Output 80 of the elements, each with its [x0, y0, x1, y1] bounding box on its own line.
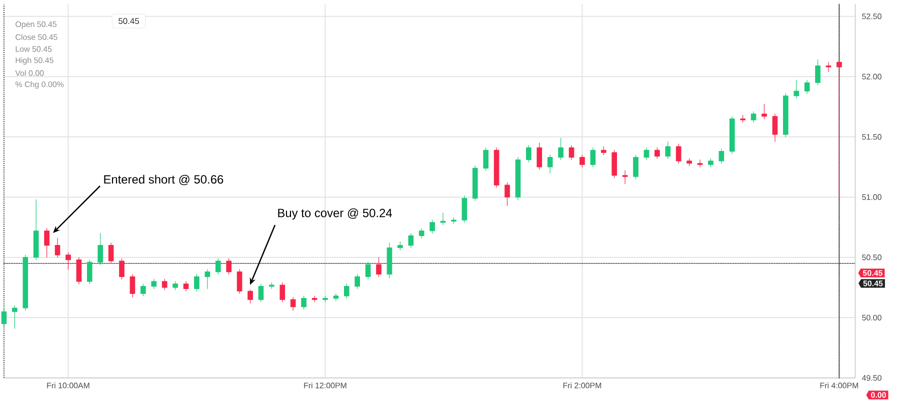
- candlestick: [708, 158, 714, 168]
- candlestick: [54, 238, 60, 258]
- candlestick: [686, 158, 692, 166]
- candlestick: [344, 284, 350, 299]
- candlestick: [386, 242, 392, 278]
- candlestick: [472, 165, 478, 202]
- candlestick: [580, 154, 585, 168]
- candlestick: [322, 296, 328, 302]
- candlestick: [215, 258, 221, 275]
- candlestick: [172, 281, 178, 290]
- candlestick: [697, 159, 703, 168]
- candlestick: [612, 150, 617, 178]
- candlestick: [590, 147, 596, 168]
- candlestick: [376, 257, 382, 277]
- candlestick: [151, 278, 157, 290]
- candlestick: [762, 104, 767, 120]
- candlestick: [750, 111, 756, 123]
- candlestick: [33, 199, 39, 260]
- candlestick: [568, 145, 574, 160]
- candlestick: [22, 254, 28, 311]
- candlestick: [183, 281, 189, 292]
- candlestick: [804, 80, 810, 94]
- candlestick: [333, 293, 339, 302]
- candlestick: [248, 290, 253, 304]
- candlestick: [290, 296, 296, 311]
- candlestick: [119, 258, 124, 280]
- candlestick: [515, 157, 521, 200]
- candlestick: [526, 145, 532, 162]
- candlestick: [194, 274, 200, 292]
- candlestick: [440, 212, 446, 226]
- candlestick: [398, 241, 403, 250]
- candlestick: [98, 232, 103, 265]
- candlestick: [665, 141, 671, 159]
- candlestick: [430, 220, 435, 234]
- candlestick: [740, 114, 746, 123]
- candlestick: [794, 80, 800, 99]
- candlestick: [718, 148, 724, 164]
- candlestick: [226, 258, 232, 275]
- candlestick: [622, 170, 628, 184]
- candlestick: [162, 278, 168, 290]
- candlestick: [354, 274, 360, 290]
- candlestick: [558, 138, 564, 160]
- candlestick: [76, 257, 82, 284]
- candlestick: [676, 144, 682, 164]
- candlestick: [12, 305, 18, 329]
- candlestick: [483, 147, 488, 171]
- candlestick: [772, 114, 778, 142]
- candlestick: [815, 59, 820, 86]
- candlestick: [418, 228, 424, 238]
- candlestick: [547, 154, 553, 174]
- candlestick: [451, 217, 456, 224]
- candlestick: [600, 146, 606, 156]
- candlestick: [66, 252, 71, 270]
- candlestick: [783, 93, 788, 138]
- candlestick: [633, 154, 638, 180]
- candlestick: [108, 242, 114, 264]
- annotation: Entered short @ 50.66: [104, 174, 224, 186]
- candlestick: [654, 147, 660, 159]
- candlestick: [729, 116, 735, 154]
- candlestick: [1, 308, 7, 328]
- candlestick: [258, 284, 264, 302]
- annotation: Buy to cover @ 50.24: [278, 208, 392, 220]
- candlestick: [44, 228, 50, 258]
- candlestick: [86, 259, 92, 284]
- candlestick: [494, 147, 500, 188]
- candlestick: [408, 232, 414, 248]
- candlestick: [365, 262, 371, 280]
- candlestick: [301, 296, 306, 310]
- candlestick: [236, 269, 242, 294]
- annotation: 50.45: [118, 18, 140, 24]
- candlestick: [644, 147, 650, 160]
- candlestick: [312, 296, 318, 302]
- candlestick: [130, 274, 136, 298]
- candlestick: [536, 142, 542, 170]
- candlestick: [280, 282, 286, 302]
- candlestick: [462, 196, 468, 223]
- candlestick: [140, 284, 146, 296]
- candlestick: [826, 62, 832, 72]
- candlestick: [504, 182, 510, 206]
- candlestick: [204, 269, 210, 290]
